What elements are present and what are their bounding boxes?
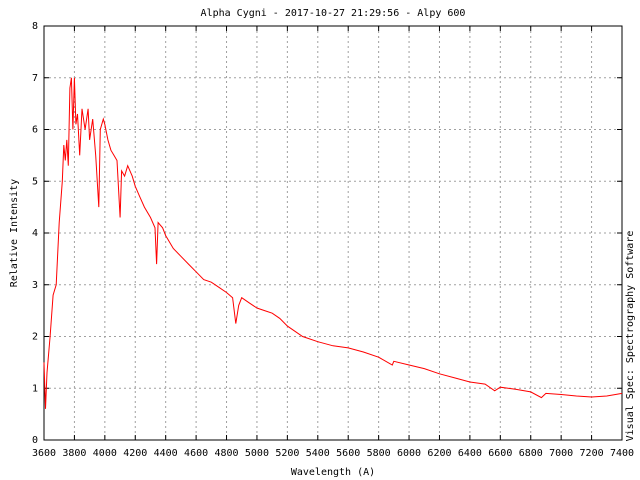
x-tick-label: 4800 (214, 448, 238, 459)
x-tick-label: 5800 (367, 448, 391, 459)
x-tick-label: 5000 (245, 448, 269, 459)
x-tick-label: 5600 (336, 448, 360, 459)
y-tick-label: 7 (32, 73, 38, 84)
y-tick-label: 1 (32, 383, 38, 394)
y-tick-label: 6 (32, 125, 38, 136)
plot-frame (43, 25, 623, 441)
y-tick-label: 3 (32, 280, 38, 291)
x-tick-label: 7400 (610, 448, 634, 459)
y-tick-label: 0 (32, 435, 38, 446)
x-tick-label: 5400 (306, 448, 330, 459)
x-tick-label: 4000 (93, 448, 117, 459)
y-axis-label: Relative Intensity (9, 179, 20, 287)
x-tick-label: 4400 (154, 448, 178, 459)
y-tick-label: 8 (32, 21, 38, 32)
spectrum-line (43, 77, 623, 409)
x-tick-label: 6200 (427, 448, 451, 459)
x-tick-label: 6000 (397, 448, 421, 459)
x-tick-label: 4200 (123, 448, 147, 459)
y-tick-label: 5 (32, 176, 38, 187)
x-tick-label: 7000 (549, 448, 573, 459)
x-tick-label: 4600 (184, 448, 208, 459)
side-label: Visual Spec: Spectrography Software (625, 231, 636, 442)
y-tick-label: 2 (32, 332, 38, 343)
chart-title: Alpha Cygni - 2017-10-27 21:29:56 - Alpy… (201, 8, 466, 19)
x-tick-label: 6600 (488, 448, 512, 459)
x-tick-label: 5200 (275, 448, 299, 459)
x-tick-label: 6800 (519, 448, 543, 459)
x-tick-label: 3600 (32, 448, 56, 459)
x-axis-label: Wavelength (A) (291, 467, 375, 478)
x-tick-label: 7200 (580, 448, 604, 459)
x-tick-label: 3800 (62, 448, 86, 459)
x-tick-label: 6400 (458, 448, 482, 459)
y-tick-label: 4 (32, 228, 38, 239)
